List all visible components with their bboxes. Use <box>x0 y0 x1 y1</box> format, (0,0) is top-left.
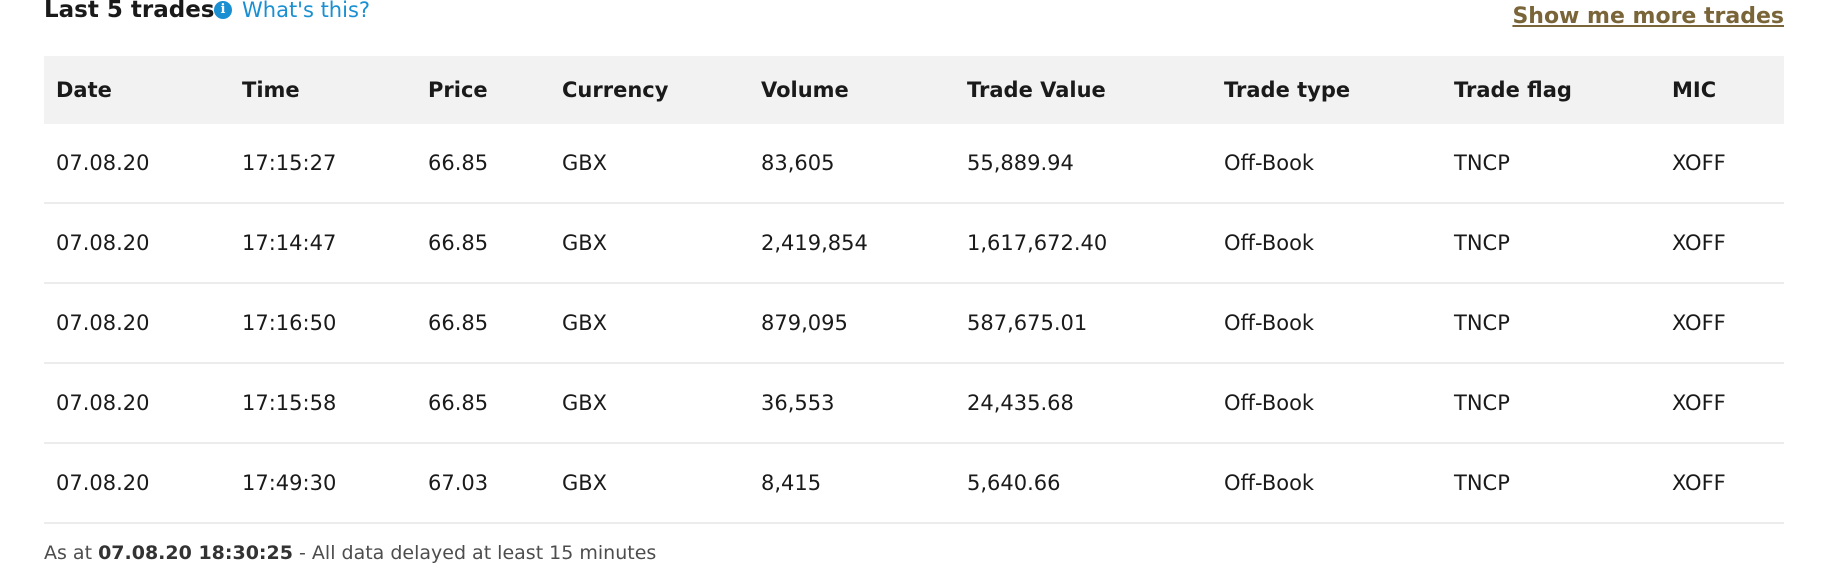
cell-trade-type: Off-Book <box>1212 283 1442 364</box>
cell-volume: 8,415 <box>749 443 955 524</box>
cell-price: 67.03 <box>416 443 550 524</box>
last-trades-section: Last 5 trades i What's this? Show me mor… <box>44 0 1784 564</box>
cell-trade-flag: TNCP <box>1442 203 1660 284</box>
cell-time: 17:15:58 <box>230 363 416 444</box>
column-header-trade-flag: Trade flag <box>1454 78 1572 102</box>
cell-time: 17:49:30 <box>230 443 416 524</box>
column-header-price: Price <box>428 78 488 102</box>
table-row: 07.08.20 17:49:30 67.03 GBX 8,415 5,640.… <box>44 443 1784 524</box>
column-header-trade-type: Trade type <box>1224 78 1351 102</box>
cell-date: 07.08.20 <box>44 124 230 204</box>
cell-date: 07.08.20 <box>44 203 230 284</box>
column-header-mic: MIC <box>1672 78 1717 102</box>
column-header-trade-value: Trade Value <box>967 78 1106 102</box>
info-icon: i <box>214 1 232 19</box>
cell-trade-type: Off-Book <box>1212 443 1442 524</box>
cell-price: 66.85 <box>416 363 550 444</box>
column-header-date: Date <box>56 78 112 102</box>
cell-trade-value: 24,435.68 <box>955 363 1212 444</box>
cell-trade-value: 587,675.01 <box>955 283 1212 364</box>
show-more-trades-link[interactable]: Show me more trades <box>1512 4 1784 29</box>
cell-price: 66.85 <box>416 124 550 204</box>
footnote-suffix: - All data delayed at least 15 minutes <box>299 542 657 564</box>
cell-time: 17:15:27 <box>230 124 416 204</box>
cell-trade-flag: TNCP <box>1442 363 1660 444</box>
section-header: Last 5 trades i What's this? Show me mor… <box>44 0 1784 48</box>
cell-mic: XOFF <box>1660 203 1784 284</box>
cell-currency: GBX <box>550 363 749 444</box>
cell-date: 07.08.20 <box>44 443 230 524</box>
cell-currency: GBX <box>550 203 749 284</box>
footnote-prefix: As at <box>44 542 93 564</box>
cell-trade-flag: TNCP <box>1442 283 1660 364</box>
cell-volume: 36,553 <box>749 363 955 444</box>
trades-table: Date Time Price Currency Volume Trade Va… <box>44 56 1784 524</box>
cell-volume: 879,095 <box>749 283 955 364</box>
table-row: 07.08.20 17:14:47 66.85 GBX 2,419,854 1,… <box>44 203 1784 284</box>
table-row: 07.08.20 17:15:27 66.85 GBX 83,605 55,88… <box>44 124 1784 204</box>
data-delay-note: As at 07.08.20 18:30:25 - All data delay… <box>44 542 1784 564</box>
cell-date: 07.08.20 <box>44 363 230 444</box>
column-header-time: Time <box>242 78 300 102</box>
cell-mic: XOFF <box>1660 124 1784 204</box>
cell-currency: GBX <box>550 283 749 364</box>
column-header-currency: Currency <box>562 78 669 102</box>
whats-this-link[interactable]: i What's this? <box>214 0 370 23</box>
cell-volume: 2,419,854 <box>749 203 955 284</box>
footnote-timestamp: 07.08.20 18:30:25 <box>98 542 293 564</box>
table-header-row: Date Time Price Currency Volume Trade Va… <box>44 56 1784 124</box>
cell-trade-flag: TNCP <box>1442 124 1660 204</box>
cell-time: 17:14:47 <box>230 203 416 284</box>
cell-date: 07.08.20 <box>44 283 230 364</box>
cell-mic: XOFF <box>1660 443 1784 524</box>
cell-currency: GBX <box>550 124 749 204</box>
cell-trade-type: Off-Book <box>1212 124 1442 204</box>
cell-trade-type: Off-Book <box>1212 363 1442 444</box>
cell-trade-type: Off-Book <box>1212 203 1442 284</box>
cell-mic: XOFF <box>1660 363 1784 444</box>
cell-trade-value: 5,640.66 <box>955 443 1212 524</box>
cell-price: 66.85 <box>416 203 550 284</box>
table-row: 07.08.20 17:15:58 66.85 GBX 36,553 24,43… <box>44 363 1784 444</box>
cell-mic: XOFF <box>1660 283 1784 364</box>
cell-time: 17:16:50 <box>230 283 416 364</box>
whats-this-label: What's this? <box>242 0 371 22</box>
cell-volume: 83,605 <box>749 124 955 204</box>
column-header-volume: Volume <box>761 78 849 102</box>
cell-currency: GBX <box>550 443 749 524</box>
cell-trade-value: 55,889.94 <box>955 124 1212 204</box>
table-row: 07.08.20 17:16:50 66.85 GBX 879,095 587,… <box>44 283 1784 364</box>
cell-price: 66.85 <box>416 283 550 364</box>
section-title: Last 5 trades <box>44 0 215 23</box>
cell-trade-value: 1,617,672.40 <box>955 203 1212 284</box>
cell-trade-flag: TNCP <box>1442 443 1660 524</box>
